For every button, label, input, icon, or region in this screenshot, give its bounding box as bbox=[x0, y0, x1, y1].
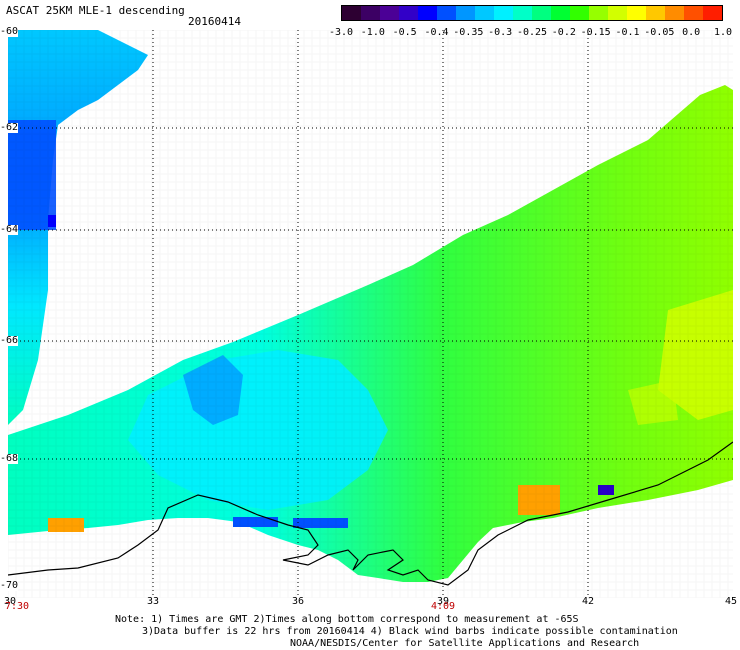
colorbar-swatch bbox=[361, 6, 380, 20]
colorbar-swatch bbox=[646, 6, 665, 20]
colorbar-swatch bbox=[475, 6, 494, 20]
colorbar-swatch bbox=[532, 6, 551, 20]
lat-tick-label: -68 bbox=[0, 453, 19, 464]
colorbar-swatch bbox=[684, 6, 703, 20]
lat-tick-label: -64 bbox=[0, 224, 19, 235]
colorbar bbox=[341, 5, 723, 21]
colorbar-swatch bbox=[513, 6, 532, 20]
graticule bbox=[8, 30, 733, 598]
colorbar-swatch bbox=[418, 6, 437, 20]
map-plot bbox=[8, 30, 733, 598]
colorbar-swatch bbox=[665, 6, 684, 20]
coastline bbox=[8, 441, 733, 586]
colorbar-swatch bbox=[570, 6, 589, 20]
lat-tick-label: -70 bbox=[0, 580, 19, 591]
colorbar-swatch bbox=[551, 6, 570, 20]
lon-tick-label: 39 bbox=[436, 596, 450, 607]
colorbar-swatch bbox=[380, 6, 399, 20]
note-line-2: 3)Data buffer is 22 hrs from 20160414 4)… bbox=[142, 626, 678, 637]
colorbar-swatch bbox=[456, 6, 475, 20]
colorbar-swatch bbox=[703, 6, 722, 20]
colorbar-swatch bbox=[494, 6, 513, 20]
colorbar-swatch bbox=[627, 6, 646, 20]
lat-tick-label: -66 bbox=[0, 335, 19, 346]
lon-tick-label: 30 bbox=[3, 596, 17, 607]
map-date: 20160414 bbox=[188, 15, 241, 28]
colorbar-swatch bbox=[589, 6, 608, 20]
time-label: 7:30 bbox=[4, 601, 30, 612]
colorbar-swatch bbox=[437, 6, 456, 20]
lon-tick-label: 33 bbox=[146, 596, 160, 607]
lon-tick-label: 36 bbox=[291, 596, 305, 607]
colorbar-swatch bbox=[399, 6, 418, 20]
colorbar-swatch bbox=[342, 6, 361, 20]
lat-tick-label: -60 bbox=[0, 26, 19, 37]
map-title: ASCAT 25KM MLE-1 descending bbox=[6, 4, 185, 17]
colorbar-swatch bbox=[608, 6, 627, 20]
lon-tick-label: 45 bbox=[724, 596, 738, 607]
lat-tick-label: -62 bbox=[0, 122, 19, 133]
lon-tick-label: 42 bbox=[581, 596, 595, 607]
time-label: 4:09 bbox=[430, 601, 456, 612]
note-line-3: NOAA/NESDIS/Center for Satellite Applica… bbox=[290, 638, 640, 649]
note-line-1: Note: 1) Times are GMT 2)Times along bot… bbox=[115, 614, 579, 625]
